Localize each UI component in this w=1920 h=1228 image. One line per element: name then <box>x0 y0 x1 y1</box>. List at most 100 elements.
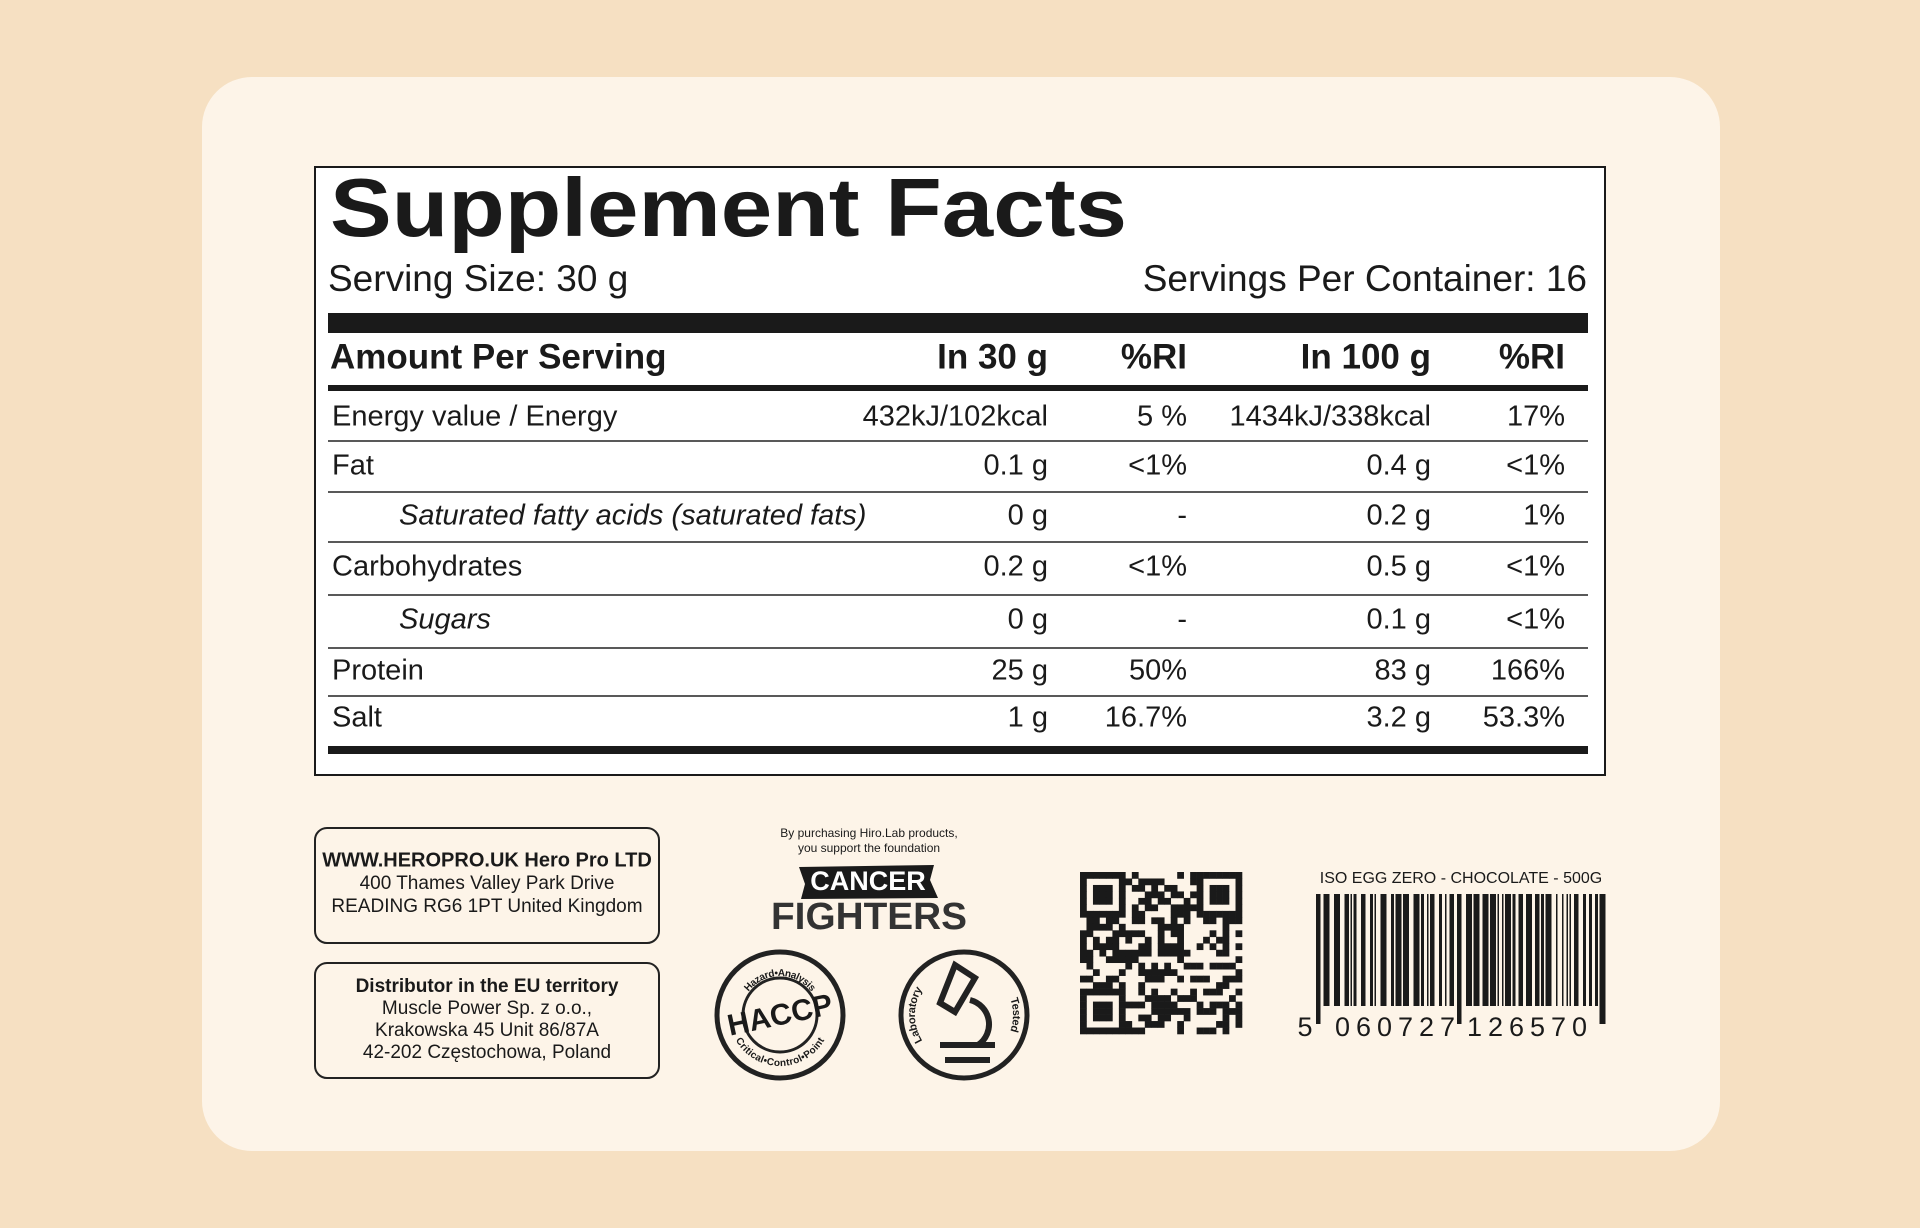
qr-module <box>1222 872 1230 879</box>
qr-module <box>1190 891 1197 899</box>
qr-module <box>1216 1021 1223 1028</box>
qr-module <box>1080 1014 1087 1022</box>
qr-module <box>1222 982 1230 989</box>
qr-module <box>1118 1021 1126 1028</box>
cell-value: 0.1 g <box>1367 604 1432 636</box>
column-header: In 100 g <box>1301 337 1431 376</box>
qr-module <box>1125 930 1133 938</box>
barcode-bar <box>1403 894 1409 1006</box>
qr-module <box>1170 1001 1178 1009</box>
qr-module <box>1151 1008 1159 1015</box>
barcode-bar <box>1316 894 1321 1024</box>
qr-module <box>1177 956 1184 964</box>
qr-module <box>1080 872 1087 879</box>
barcode-bar <box>1535 894 1540 1006</box>
qr-module <box>1216 891 1223 899</box>
distributor-line: Krakowska 45 Unit 86/87A <box>375 1020 599 1041</box>
qr-module <box>1170 884 1178 892</box>
qr-module <box>1157 878 1165 886</box>
qr-module <box>1151 962 1159 970</box>
column-header: Amount Per Serving <box>330 337 666 376</box>
qr-module <box>1092 872 1100 879</box>
qr-module <box>1092 910 1100 918</box>
barcode-bar <box>1350 894 1352 1006</box>
qr-module <box>1170 943 1178 951</box>
distributor-line: 42-202 Częstochowa, Poland <box>363 1042 611 1063</box>
qr-module <box>1105 917 1113 925</box>
qr-module <box>1131 904 1139 912</box>
qr-module <box>1177 872 1184 879</box>
qr-module <box>1164 1014 1172 1022</box>
qr-module <box>1125 1027 1133 1035</box>
barcode-digits: 5 <box>1297 1012 1312 1042</box>
barcode-bar <box>1566 894 1568 1006</box>
barcode-bar <box>1370 894 1373 1006</box>
barcode-bar <box>1512 894 1516 1006</box>
qr-module <box>1112 910 1120 918</box>
qr-module <box>1105 988 1113 996</box>
qr-module <box>1151 1001 1159 1009</box>
barcode-bar <box>1562 894 1564 1006</box>
qr-module <box>1131 910 1139 918</box>
qr-module <box>1170 917 1178 925</box>
qr-module <box>1203 988 1210 996</box>
cell-value: 0.1 g <box>984 450 1049 482</box>
qr-module <box>1138 917 1146 925</box>
qr-module <box>1203 872 1210 879</box>
qr-module <box>1138 897 1146 905</box>
qr-module <box>1105 975 1113 983</box>
barcode-bar <box>1505 894 1511 1006</box>
qr-module <box>1235 904 1243 912</box>
qr-module <box>1157 995 1165 1002</box>
qr-module <box>1144 904 1152 912</box>
qr-module <box>1164 995 1172 1002</box>
barcode-bar <box>1413 894 1420 1006</box>
qr-module <box>1216 1001 1223 1009</box>
qr-module <box>1203 917 1210 925</box>
qr-module <box>1086 923 1094 931</box>
qr-module <box>1196 897 1204 905</box>
qr-module <box>1222 1008 1230 1015</box>
qr-module <box>1080 930 1087 938</box>
qr-module <box>1118 904 1126 912</box>
barcode-bar <box>1430 894 1435 1006</box>
qr-module <box>1086 956 1094 964</box>
qr-module <box>1170 904 1178 912</box>
qr-module <box>1222 1014 1230 1022</box>
qr-module <box>1138 930 1146 938</box>
barcode-bar <box>1445 894 1447 1006</box>
barcode-bar <box>1526 894 1532 1006</box>
qr-module <box>1157 930 1165 938</box>
qr-module <box>1235 910 1243 918</box>
qr-module <box>1235 872 1243 879</box>
qr-module <box>1118 956 1126 964</box>
qr-module <box>1216 884 1223 892</box>
qr-module <box>1183 1014 1191 1022</box>
qr-module <box>1235 1014 1243 1022</box>
qr-module <box>1144 878 1152 886</box>
qr-module <box>1196 878 1204 886</box>
qr-module <box>1144 891 1152 899</box>
qr-module <box>1190 878 1197 886</box>
qr-module <box>1099 891 1107 899</box>
barcode-bar <box>1490 894 1496 1006</box>
qr-module <box>1151 975 1159 983</box>
qr-module <box>1164 1001 1172 1009</box>
nutrient-name: Saturated fatty acids (saturated fats) <box>399 500 866 532</box>
qr-module <box>1216 910 1223 918</box>
qr-module <box>1086 872 1094 879</box>
barcode-bar <box>1502 894 1504 1006</box>
qr-module <box>1164 969 1172 976</box>
qr-module <box>1138 962 1146 970</box>
qr-module <box>1157 897 1165 905</box>
qr-module <box>1092 988 1100 996</box>
qr-module <box>1131 917 1139 925</box>
qr-module <box>1151 891 1159 899</box>
qr-module <box>1118 988 1126 996</box>
qr-module <box>1203 1008 1210 1015</box>
qr-module <box>1080 975 1087 983</box>
qr-module <box>1222 949 1230 957</box>
cell-value: <1% <box>1128 450 1187 482</box>
qr-module <box>1157 1014 1165 1022</box>
